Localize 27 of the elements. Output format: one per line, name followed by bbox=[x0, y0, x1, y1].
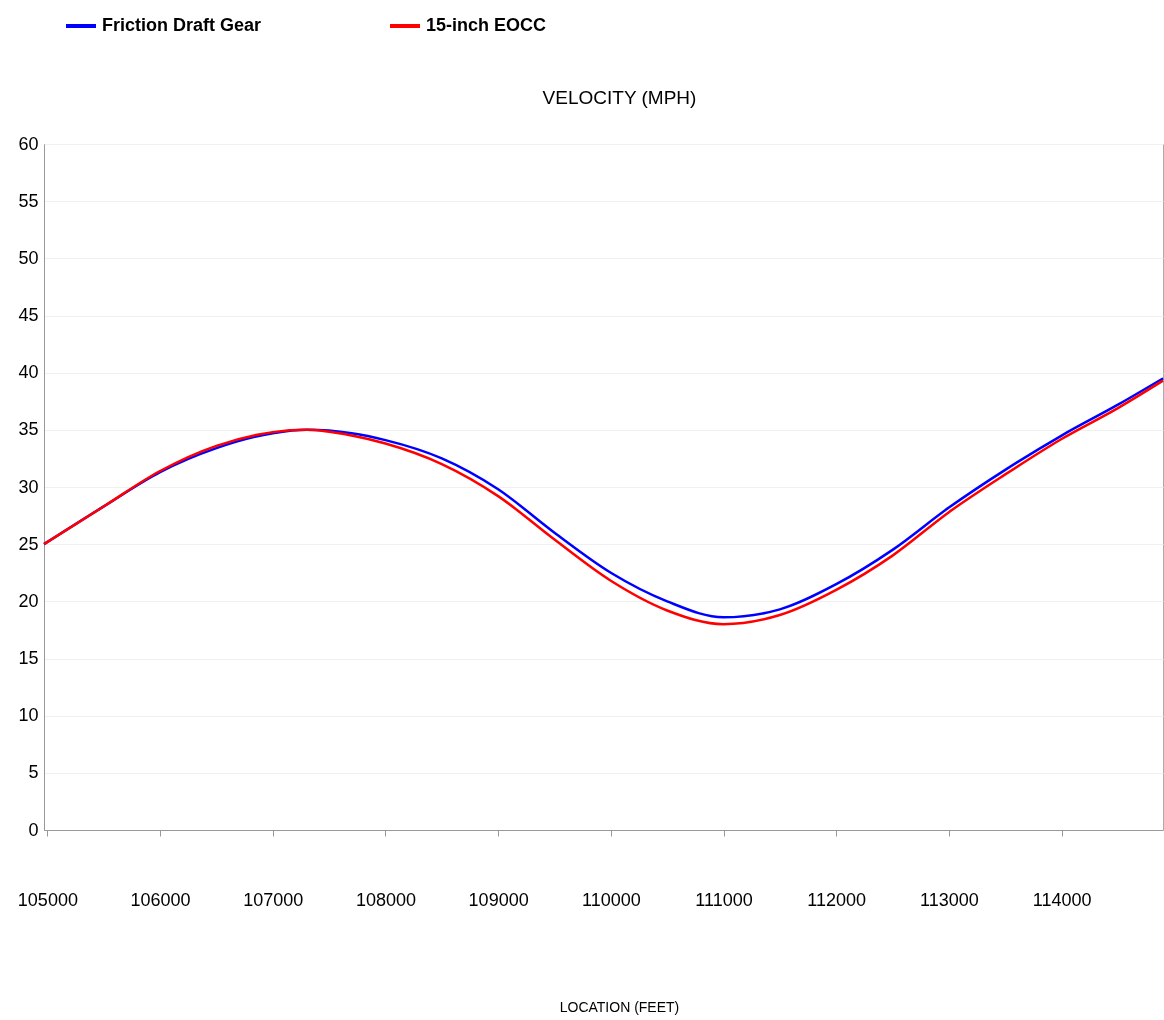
legend-label: 15-inch EOCC bbox=[426, 15, 547, 35]
y-tick-label: 10 bbox=[18, 705, 39, 726]
y-tick-label: 60 bbox=[18, 133, 39, 154]
y-tick-label: 5 bbox=[28, 762, 39, 783]
text: LOCATION (FEET) bbox=[559, 999, 680, 1015]
x-tick-label: 112000 bbox=[807, 889, 867, 910]
x-tick-label: 114000 bbox=[1032, 889, 1092, 910]
y-tick-label: 20 bbox=[18, 590, 39, 611]
x-tick-label: 109000 bbox=[468, 889, 529, 910]
x-tick-label: 105000 bbox=[17, 889, 78, 910]
x-tick-label: 106000 bbox=[130, 889, 191, 910]
y-tick-label: 15 bbox=[18, 648, 39, 668]
y-tick-label: 45 bbox=[18, 305, 39, 325]
x-tick-label: 113000 bbox=[920, 889, 979, 910]
y-tick-label: 55 bbox=[18, 190, 39, 211]
y-tick-label: 50 bbox=[18, 247, 39, 268]
legend-label: Friction Draft Gear bbox=[102, 15, 262, 35]
x-tick-label: 107000 bbox=[243, 889, 304, 910]
x-tick-label: 110000 bbox=[581, 889, 641, 910]
y-tick-label: 25 bbox=[18, 533, 39, 554]
y-tick-label: 35 bbox=[18, 419, 39, 440]
y-tick-label: 30 bbox=[18, 476, 39, 497]
y-tick-label: 40 bbox=[18, 362, 39, 383]
chart-title: VELOCITY (MPH) bbox=[542, 87, 697, 108]
y-tick-label: 0 bbox=[28, 819, 39, 840]
x-tick-label: 111000 bbox=[695, 889, 753, 910]
x-tick-label: 108000 bbox=[355, 889, 416, 910]
